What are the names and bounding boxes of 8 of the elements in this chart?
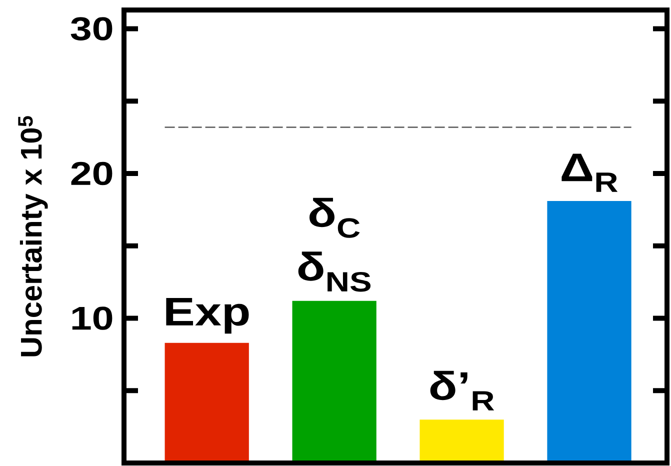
y-tick-label: 30	[70, 17, 112, 40]
y-tick-label: 10	[72, 306, 112, 330]
x-tick-label: δ’$_{R}$	[430, 370, 494, 410]
x-tick-label: δ$_{C}$ δ$_{NS}$	[298, 198, 371, 292]
x-tick-label: Exp	[166, 298, 249, 334]
y-axis-title: Uncertainty x 10$^{5}$	[18, 116, 48, 356]
x-tick-label: Δ$_{R}$	[562, 154, 618, 192]
y-tick-label: 20	[71, 162, 112, 186]
